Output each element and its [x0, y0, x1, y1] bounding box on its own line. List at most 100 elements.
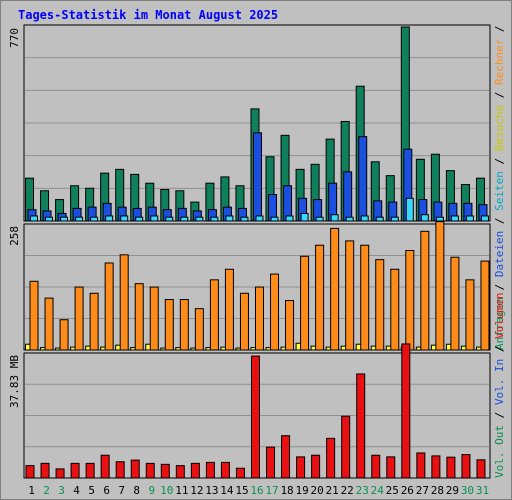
- volumen-bar: [416, 452, 426, 479]
- x-tick-label: 5: [88, 484, 95, 497]
- y-max-label-0: 770: [8, 28, 21, 48]
- volumen-bar: [446, 456, 456, 479]
- volumen-bar: [250, 355, 260, 479]
- volumen-bar: [461, 454, 471, 479]
- legend-entry: Rechner: [493, 38, 506, 85]
- volumen-bar: [145, 462, 155, 479]
- volumen-bar: [311, 454, 321, 479]
- legend-entry: Besuche: [493, 105, 506, 151]
- rechner-bar: [59, 319, 69, 351]
- x-tick-label: 9: [148, 484, 155, 497]
- rechner-bar: [375, 259, 385, 351]
- seiten-bar: [480, 215, 489, 222]
- seiten-bar: [105, 215, 114, 222]
- volumen-bar: [371, 454, 381, 479]
- seiten-bar: [285, 215, 294, 222]
- rechner-bar: [480, 260, 490, 351]
- volumen-bar: [130, 459, 140, 479]
- x-tick-label: 7: [118, 484, 125, 497]
- x-tick-label: 25: [386, 484, 399, 497]
- seiten-bar: [255, 215, 264, 222]
- x-tick-label: 27: [416, 484, 429, 497]
- x-tick-label: 31: [476, 484, 489, 497]
- x-tick-label: 22: [341, 484, 354, 497]
- x-tick-label: 12: [190, 484, 203, 497]
- seiten-bar: [195, 216, 204, 222]
- rechner-bar: [270, 273, 280, 351]
- x-tick-label: 19: [295, 484, 308, 497]
- x-tick-label: 28: [431, 484, 444, 497]
- volumen-bar: [386, 456, 396, 479]
- volumen-bar: [296, 456, 306, 479]
- legend-entry: /: [493, 151, 506, 171]
- x-tick-label: 13: [205, 484, 218, 497]
- seiten-bar: [75, 216, 84, 222]
- x-tick-label: 30: [461, 484, 474, 497]
- rechner-bar: [224, 268, 234, 351]
- legend-entry: Vol. Out: [493, 425, 506, 478]
- rechner-bar: [74, 286, 84, 351]
- seiten-bar: [60, 216, 69, 222]
- seiten-bar: [45, 216, 54, 222]
- legend-entry: Seiten: [493, 171, 506, 211]
- seiten-bar: [30, 215, 38, 222]
- x-tick-label: 24: [371, 484, 385, 497]
- rechner-bar: [254, 286, 264, 351]
- volumen-bar: [235, 467, 245, 479]
- x-tick-label: 2: [43, 484, 50, 497]
- dateien-bar: [358, 136, 368, 222]
- legend-entry: /: [493, 85, 506, 105]
- volumen-bar: [85, 462, 95, 479]
- seiten-bar: [420, 214, 429, 222]
- dateien-bar: [343, 171, 353, 222]
- volumen-bar: [341, 415, 351, 479]
- volumen-bar: [115, 461, 125, 479]
- rechner-bar: [450, 256, 460, 351]
- dateien-bar: [252, 132, 262, 222]
- seiten-bar: [240, 216, 249, 222]
- rechner-bar: [44, 297, 54, 351]
- x-tick-label: 4: [73, 484, 80, 497]
- seiten-bar: [405, 197, 414, 222]
- x-tick-label: 14: [220, 484, 234, 497]
- y-max-label-2: 37.83 MB: [8, 355, 21, 408]
- rechner-bar: [239, 292, 249, 351]
- rechner-bar: [435, 221, 445, 351]
- x-tick-label: 1: [28, 484, 35, 497]
- rechner-bar: [420, 230, 430, 351]
- seiten-bar: [270, 216, 279, 222]
- volumen-bar: [70, 462, 80, 479]
- rechner-bar: [285, 299, 295, 351]
- seiten-bar: [345, 216, 354, 222]
- rechner-bar: [360, 244, 370, 351]
- seiten-bar: [300, 212, 309, 222]
- rechner-bar: [465, 279, 475, 351]
- x-tick-label: 15: [235, 484, 248, 497]
- seiten-bar: [390, 216, 399, 222]
- rechner-bar: [315, 244, 325, 351]
- rechner-bar: [89, 292, 99, 351]
- seiten-bar: [90, 216, 99, 222]
- volumen-bar: [205, 461, 215, 479]
- volumen-bar: [175, 465, 185, 479]
- x-tick-label: 21: [326, 484, 339, 497]
- legend-entry: Volumen: [493, 293, 506, 339]
- seiten-bar: [360, 215, 369, 222]
- rechner-bar: [390, 268, 400, 351]
- legend-top: Anfragen / Dateien / Seiten / Besuche / …: [493, 25, 506, 350]
- rechner-bar: [104, 262, 114, 351]
- seiten-bar: [165, 216, 174, 222]
- seiten-bar: [180, 216, 189, 222]
- x-tick-label: 20: [311, 484, 324, 497]
- y-max-label-1: 258: [8, 226, 21, 246]
- rechner-bar: [179, 299, 189, 351]
- rechner-bar: [194, 308, 204, 351]
- x-tick-label: 3: [58, 484, 65, 497]
- rechner-bar: [345, 240, 355, 351]
- x-tick-label: 29: [446, 484, 459, 497]
- rechner-bar: [164, 299, 174, 351]
- volumen-bar: [356, 373, 366, 479]
- seiten-bar: [375, 216, 384, 222]
- volumen-bar: [401, 343, 411, 479]
